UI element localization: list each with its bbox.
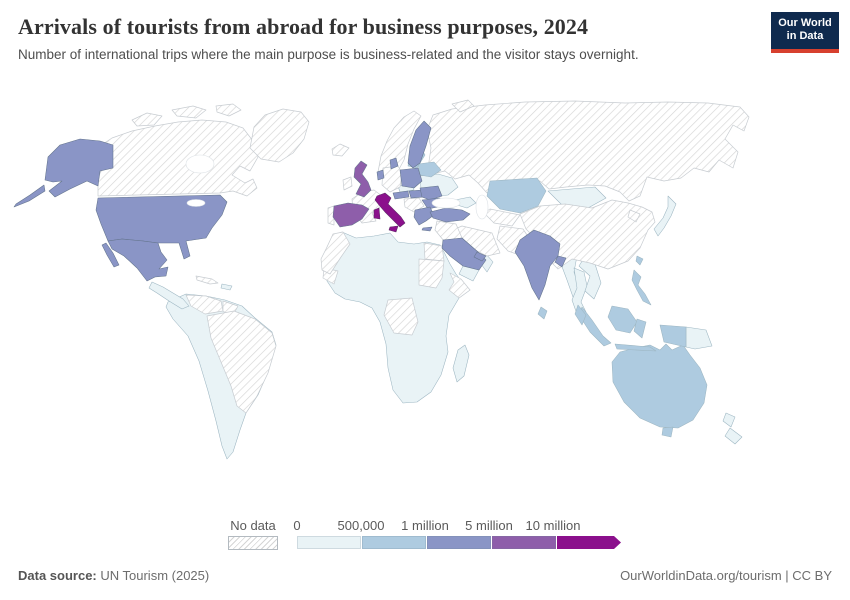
legend-no-data-swatch[interactable] — [228, 536, 278, 550]
country-hispaniola[interactable] — [220, 283, 233, 291]
country-united-kingdom[interactable] — [353, 160, 372, 198]
data-source: Data source: UN Tourism (2025) — [18, 568, 209, 583]
caspian-sea — [475, 194, 489, 220]
country-saudi-arabia[interactable] — [441, 237, 487, 271]
data-source-label: Data source: — [18, 568, 97, 583]
country-morocco-mauritania[interactable] — [320, 231, 351, 275]
legend-bin-2[interactable] — [427, 536, 491, 549]
country-canada[interactable] — [97, 119, 259, 197]
page-title: Arrivals of tourists from abroad for bus… — [18, 14, 589, 39]
license-text: | CC BY — [781, 568, 832, 583]
country-canada-arctic-3[interactable] — [215, 103, 242, 117]
country-ireland[interactable] — [342, 176, 353, 191]
country-canada-arctic-1[interactable] — [131, 112, 163, 127]
country-tasmania[interactable] — [661, 426, 674, 438]
country-kazakhstan[interactable] — [486, 177, 547, 214]
country-sicily[interactable] — [388, 225, 399, 233]
country-new-zealand-north[interactable] — [722, 412, 736, 428]
country-austria[interactable] — [392, 190, 410, 200]
country-cuba[interactable] — [195, 275, 219, 285]
country-brazil[interactable] — [206, 310, 277, 414]
country-madagascar[interactable] — [452, 344, 470, 383]
legend-tick-2: 1 million — [401, 518, 449, 533]
country-uae[interactable] — [473, 251, 487, 262]
country-borneo[interactable] — [607, 305, 638, 334]
country-poland[interactable] — [399, 167, 423, 189]
owid-link[interactable]: OurWorldinData.org/tourism — [620, 568, 782, 583]
country-indochina[interactable] — [578, 257, 602, 300]
chart-footer: Data source: UN Tourism (2025) OurWorldi… — [18, 568, 832, 583]
country-somalia[interactable] — [448, 272, 471, 299]
black-sea — [431, 197, 461, 209]
country-aleutians[interactable] — [13, 184, 46, 208]
country-sardinia[interactable] — [373, 207, 381, 220]
great-lakes — [186, 199, 206, 207]
country-alaska[interactable] — [44, 138, 114, 198]
country-romania[interactable] — [419, 185, 443, 201]
data-source-value: UN Tourism (2025) — [96, 568, 210, 583]
country-spain[interactable] — [332, 202, 370, 228]
country-drc[interactable] — [383, 297, 419, 336]
legend-tick-3: 5 million — [465, 518, 513, 533]
country-malaysia[interactable] — [574, 304, 587, 326]
country-egypt[interactable] — [423, 242, 445, 262]
owid-logo-bar — [771, 49, 839, 53]
country-russia-arctic[interactable] — [451, 99, 475, 113]
footer-right: OurWorldinData.org/tourism | CC BY — [620, 568, 832, 583]
country-new-zealand-south[interactable] — [724, 427, 743, 445]
country-bangladesh[interactable] — [554, 255, 567, 268]
country-japan[interactable] — [653, 195, 677, 237]
hudson-bay — [185, 154, 215, 174]
country-taiwan[interactable] — [635, 255, 644, 266]
country-papua-new-guinea[interactable] — [685, 326, 713, 350]
country-crete[interactable] — [421, 226, 433, 232]
country-india[interactable] — [514, 229, 561, 301]
country-mexico[interactable] — [107, 238, 169, 282]
country-north-korea[interactable] — [627, 209, 641, 223]
legend-tick-4: 10 million — [525, 518, 581, 533]
country-turkey[interactable] — [429, 207, 471, 223]
legend-color-bar — [297, 536, 621, 549]
legend-tick-0: 0 — [293, 518, 301, 533]
country-united-states[interactable] — [95, 194, 228, 260]
legend-bin-3[interactable] — [492, 536, 556, 549]
country-russia[interactable] — [426, 100, 750, 202]
country-greece[interactable] — [413, 206, 435, 226]
page-subtitle: Number of international trips where the … — [18, 47, 639, 62]
country-sri-lanka[interactable] — [537, 306, 548, 320]
country-sudan[interactable] — [418, 258, 445, 289]
country-netherlands[interactable] — [376, 169, 385, 181]
country-greenland[interactable] — [249, 108, 310, 163]
country-philippines[interactable] — [631, 269, 652, 306]
country-central-america[interactable] — [148, 281, 190, 310]
country-sulawesi[interactable] — [633, 318, 647, 339]
legend-tick-1: 500,000 — [337, 518, 385, 533]
country-canada-arctic-2[interactable] — [171, 105, 207, 119]
owid-logo[interactable]: Our World in Data — [771, 12, 839, 53]
country-denmark[interactable] — [389, 157, 399, 170]
country-west-papua[interactable] — [659, 324, 687, 348]
country-italy[interactable] — [374, 192, 406, 228]
legend-bin-4[interactable] — [557, 536, 621, 549]
country-java[interactable] — [614, 343, 657, 352]
country-portugal[interactable] — [327, 205, 335, 226]
country-iceland[interactable] — [331, 143, 350, 157]
legend-bin-1[interactable] — [362, 536, 426, 549]
country-baja-california[interactable] — [101, 242, 120, 268]
country-iraq-syria[interactable] — [434, 220, 463, 242]
legend-bin-0[interactable] — [297, 536, 361, 549]
country-finland[interactable] — [407, 120, 432, 169]
country-australia[interactable] — [611, 343, 708, 429]
legend-no-data-label: No data — [230, 518, 276, 533]
country-mongolia[interactable] — [547, 186, 607, 209]
owid-logo-text: Our World in Data — [771, 12, 839, 49]
